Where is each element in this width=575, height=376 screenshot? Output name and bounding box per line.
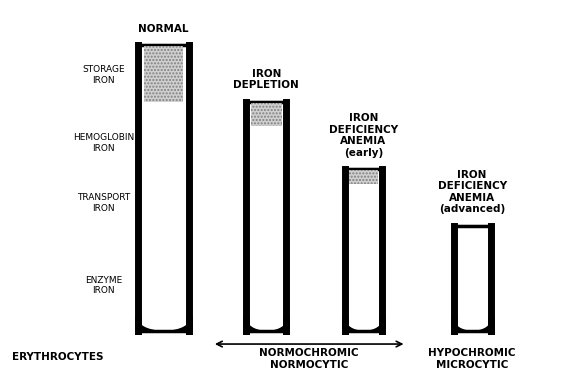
- Text: HYPOCHROMIC
MICROCYTIC: HYPOCHROMIC MICROCYTIC: [428, 348, 516, 370]
- Text: IRON
DEPLETION: IRON DEPLETION: [233, 69, 299, 90]
- Text: NORMAL: NORMAL: [138, 24, 189, 34]
- Text: HEMOGLOBIN
IRON: HEMOGLOBIN IRON: [73, 133, 134, 153]
- FancyBboxPatch shape: [454, 226, 490, 331]
- FancyBboxPatch shape: [345, 169, 382, 331]
- Bar: [144, 45, 183, 102]
- FancyBboxPatch shape: [246, 102, 286, 331]
- Text: TRANSPORT
IRON: TRANSPORT IRON: [77, 193, 130, 213]
- Text: ENZYME
IRON: ENZYME IRON: [85, 276, 122, 296]
- Text: NORMOCHROMIC
NORMOCYTIC: NORMOCHROMIC NORMOCYTIC: [259, 348, 359, 370]
- FancyBboxPatch shape: [138, 45, 189, 331]
- Bar: [251, 102, 282, 126]
- Bar: [350, 169, 378, 184]
- Text: IRON
DEFICIENCY
ANEMIA
(early): IRON DEFICIENCY ANEMIA (early): [329, 113, 398, 158]
- Text: STORAGE
IRON: STORAGE IRON: [82, 65, 125, 85]
- Text: IRON
DEFICIENCY
ANEMIA
(advanced): IRON DEFICIENCY ANEMIA (advanced): [438, 170, 507, 214]
- Text: ERYTHROCYTES: ERYTHROCYTES: [12, 352, 104, 362]
